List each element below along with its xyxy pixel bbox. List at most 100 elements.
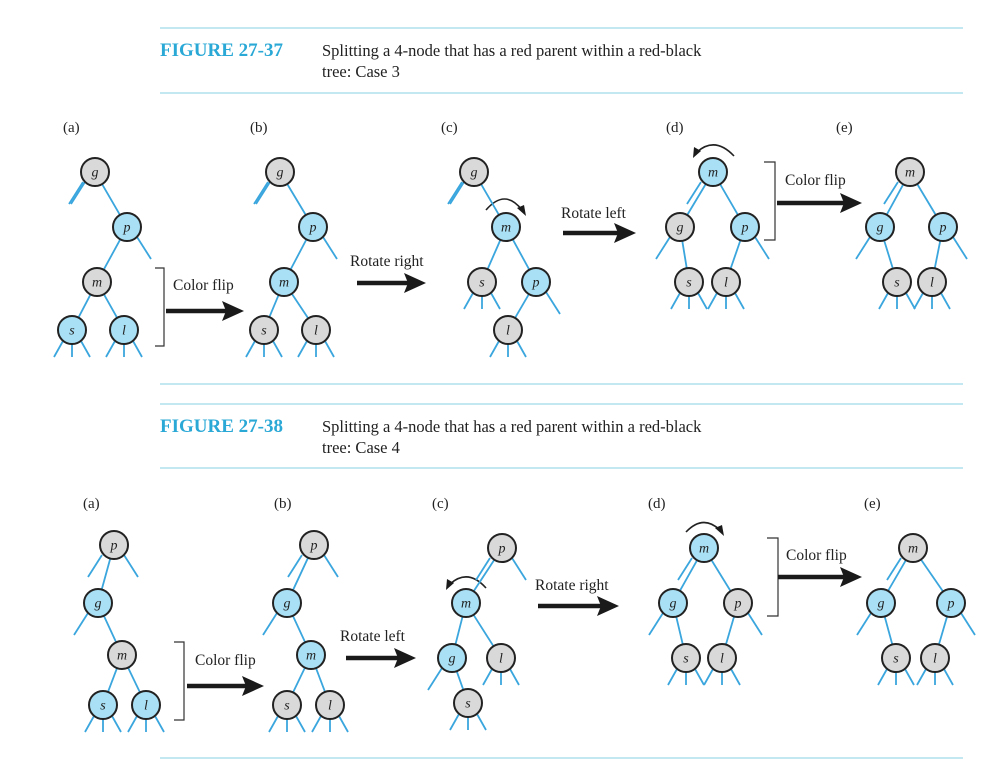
- node-label-s: s: [69, 324, 75, 339]
- tree-5: m g p s l: [855, 157, 968, 310]
- tree-edge: [681, 240, 688, 269]
- subtree-stub: [730, 668, 741, 686]
- node-label-p: p: [310, 539, 318, 554]
- figure-label: FIGURE 27-38: [160, 416, 283, 437]
- node-m: [689, 533, 719, 563]
- tree-edge: [292, 557, 309, 591]
- subtree-stub: [253, 181, 269, 205]
- rotate-left-indicator-icon: [696, 144, 735, 157]
- tree-edge: [719, 183, 739, 216]
- node-label-p: p: [741, 221, 749, 236]
- tree-3: g m s p l: [447, 157, 561, 358]
- node-label-l: l: [314, 324, 318, 339]
- subtree-stub: [694, 668, 705, 686]
- subtree-stub: [87, 554, 103, 578]
- bracket: [174, 641, 185, 721]
- subtree-stub: [886, 557, 902, 581]
- bracket: [764, 161, 776, 241]
- arrow-head-icon: [597, 596, 619, 616]
- node-s: [249, 315, 279, 345]
- node-label-s: s: [465, 697, 471, 712]
- subtree-stub: [132, 340, 143, 358]
- node-g: [80, 157, 110, 187]
- tree-edge: [686, 183, 707, 216]
- node-label-m: m: [708, 166, 718, 181]
- subtree-stub: [878, 292, 889, 310]
- subtree-stub: [123, 554, 139, 578]
- tree-edge: [514, 293, 530, 319]
- arrow-head-icon: [394, 648, 416, 668]
- subtree-stub: [482, 668, 493, 686]
- tree-2: g p m s l: [245, 157, 338, 358]
- panel-label-e: (e): [864, 496, 881, 512]
- figure-caption-line2: tree: Case 3: [322, 62, 400, 81]
- subtree-stub: [747, 612, 763, 636]
- subtree-stub: [905, 292, 916, 310]
- node-l: [920, 643, 950, 673]
- subtree-stub: [255, 181, 271, 205]
- node-p: [928, 212, 958, 242]
- node-label-s: s: [894, 276, 900, 291]
- node-m: [898, 533, 928, 563]
- subtree-stub: [323, 554, 339, 578]
- tree-edge: [916, 183, 937, 216]
- subtree-stub: [943, 668, 954, 686]
- node-s: [467, 267, 497, 297]
- tree-edge: [268, 294, 280, 318]
- node-label-p: p: [123, 221, 131, 236]
- node-label-g: g: [878, 597, 885, 612]
- figure-label: FIGURE 27-37: [160, 40, 283, 61]
- node-label-g: g: [670, 597, 677, 612]
- node-p: [730, 212, 760, 242]
- node-l: [493, 315, 523, 345]
- tree-edge: [103, 293, 118, 319]
- tree-edge: [289, 238, 308, 271]
- rotate-right-indicator-icon: [685, 521, 721, 533]
- subtree-stub: [297, 340, 308, 358]
- arrow-head-icon: [446, 579, 454, 590]
- subtree-stub: [883, 181, 899, 205]
- tree-edge: [729, 239, 742, 270]
- node-label-g: g: [449, 652, 456, 667]
- subtree-stub: [338, 715, 349, 733]
- panel-label-a: (a): [63, 120, 80, 136]
- tree-edge: [315, 667, 326, 693]
- node-s: [674, 267, 704, 297]
- panel-label-c: (c): [441, 120, 458, 136]
- tree-10: m g p s l: [856, 533, 976, 686]
- node-label-g: g: [284, 597, 291, 612]
- node-s: [671, 643, 701, 673]
- panel-label-a: (a): [83, 496, 100, 512]
- tree-edge: [920, 559, 944, 592]
- arrow-head-icon: [840, 193, 862, 213]
- tree-edge: [933, 240, 942, 269]
- tree-6: p g m s l: [73, 530, 165, 733]
- node-label-g: g: [92, 166, 99, 181]
- tree-edge: [710, 559, 732, 592]
- node-s: [88, 690, 118, 720]
- node-s: [453, 688, 483, 718]
- subtree-stub: [670, 292, 681, 310]
- operation-label-color-flip: Color flip: [173, 277, 234, 294]
- subtree-stub: [311, 715, 322, 733]
- subtree-stub: [449, 713, 460, 731]
- node-p: [521, 267, 551, 297]
- subtree-stub: [703, 668, 714, 686]
- subtree-stub: [686, 181, 702, 205]
- tree-edge: [883, 616, 894, 645]
- node-label-m: m: [279, 276, 289, 291]
- node-label-l: l: [499, 652, 503, 667]
- subtree-stub: [295, 715, 306, 733]
- subtree-stub: [268, 715, 279, 733]
- panel-label-d: (d): [648, 496, 666, 512]
- node-p: [723, 588, 753, 618]
- subtree-stub: [463, 292, 474, 310]
- arrow-head-icon: [404, 273, 426, 293]
- node-label-l: l: [144, 699, 148, 714]
- bracket: [767, 537, 779, 617]
- subtree-stub: [960, 612, 976, 636]
- tree-edge: [938, 616, 948, 645]
- node-g: [658, 588, 688, 618]
- subtree-stub: [667, 668, 678, 686]
